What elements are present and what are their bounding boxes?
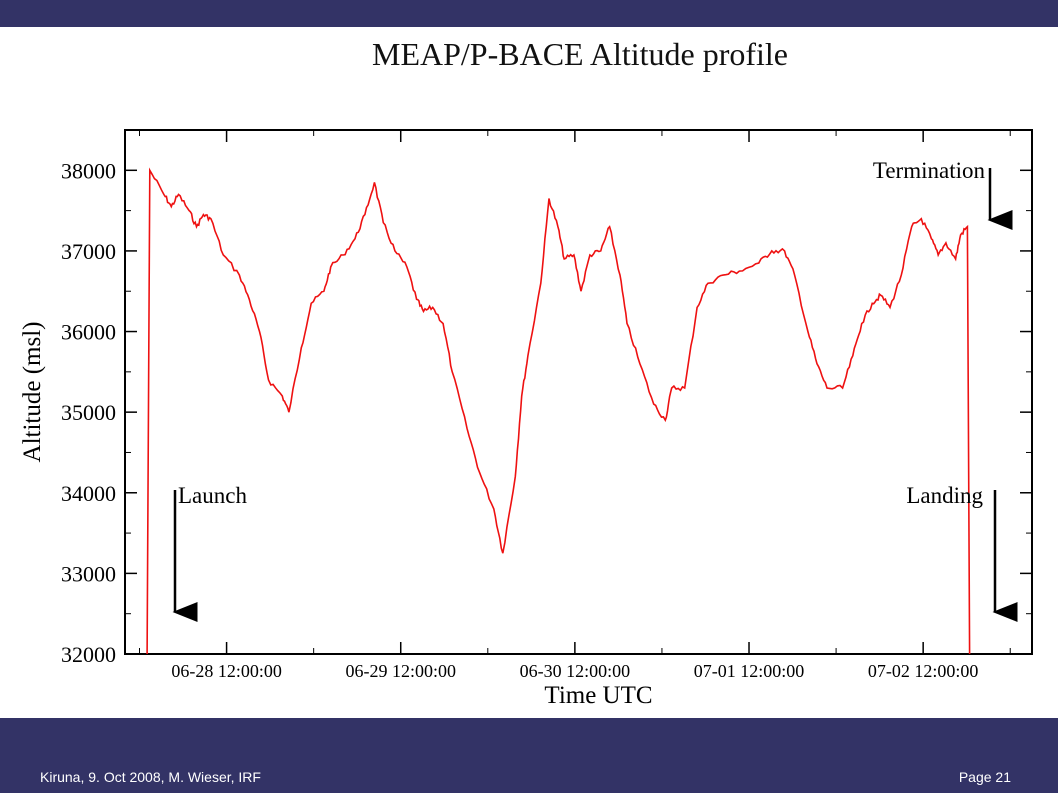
altitude-chart: 32000 33000 34000 35000 36000 37000 38000 06-28… [19,129,1033,709]
page-number: Page 21 [958,769,1011,785]
y-tick-label: 33000 [61,561,116,586]
y-axis-label: Altitude (msl) [19,322,46,463]
chart-title: MEAP/P-BACE Altitude profile [372,36,788,72]
x-tick-label: 06-28 12:00:00 [171,661,282,681]
plot-frame [124,129,1033,655]
y-tick-label: 36000 [61,320,116,345]
x-tick-label: 06-30 12:00:00 [520,661,631,681]
axes: 32000 33000 34000 35000 36000 37000 38000 06-28… [19,129,1033,709]
y-tick-label: 38000 [61,158,116,183]
bottom-bar [0,718,1058,793]
launch-annotation: Launch [178,483,247,508]
y-tick-label: 32000 [61,642,116,667]
landing-annotation: Landing [906,483,983,508]
footer-left-text: Kiruna, 9. Oct 2008, M. Wieser, IRF [40,769,261,785]
termination-annotation: Termination [873,158,986,183]
top-bar [0,0,1058,27]
y-tick-label: 35000 [61,400,116,425]
x-tick-label: 07-01 12:00:00 [694,661,805,681]
y-tick-label: 34000 [61,481,116,506]
annotations: Launch Landing Termination [172,158,1018,622]
altitude-series-line [146,167,971,655]
y-tick-label: 37000 [61,239,116,264]
x-tick-label: 07-02 12:00:00 [868,661,979,681]
x-axis-label: Time UTC [544,682,652,709]
x-tick-label: 06-29 12:00:00 [345,661,456,681]
